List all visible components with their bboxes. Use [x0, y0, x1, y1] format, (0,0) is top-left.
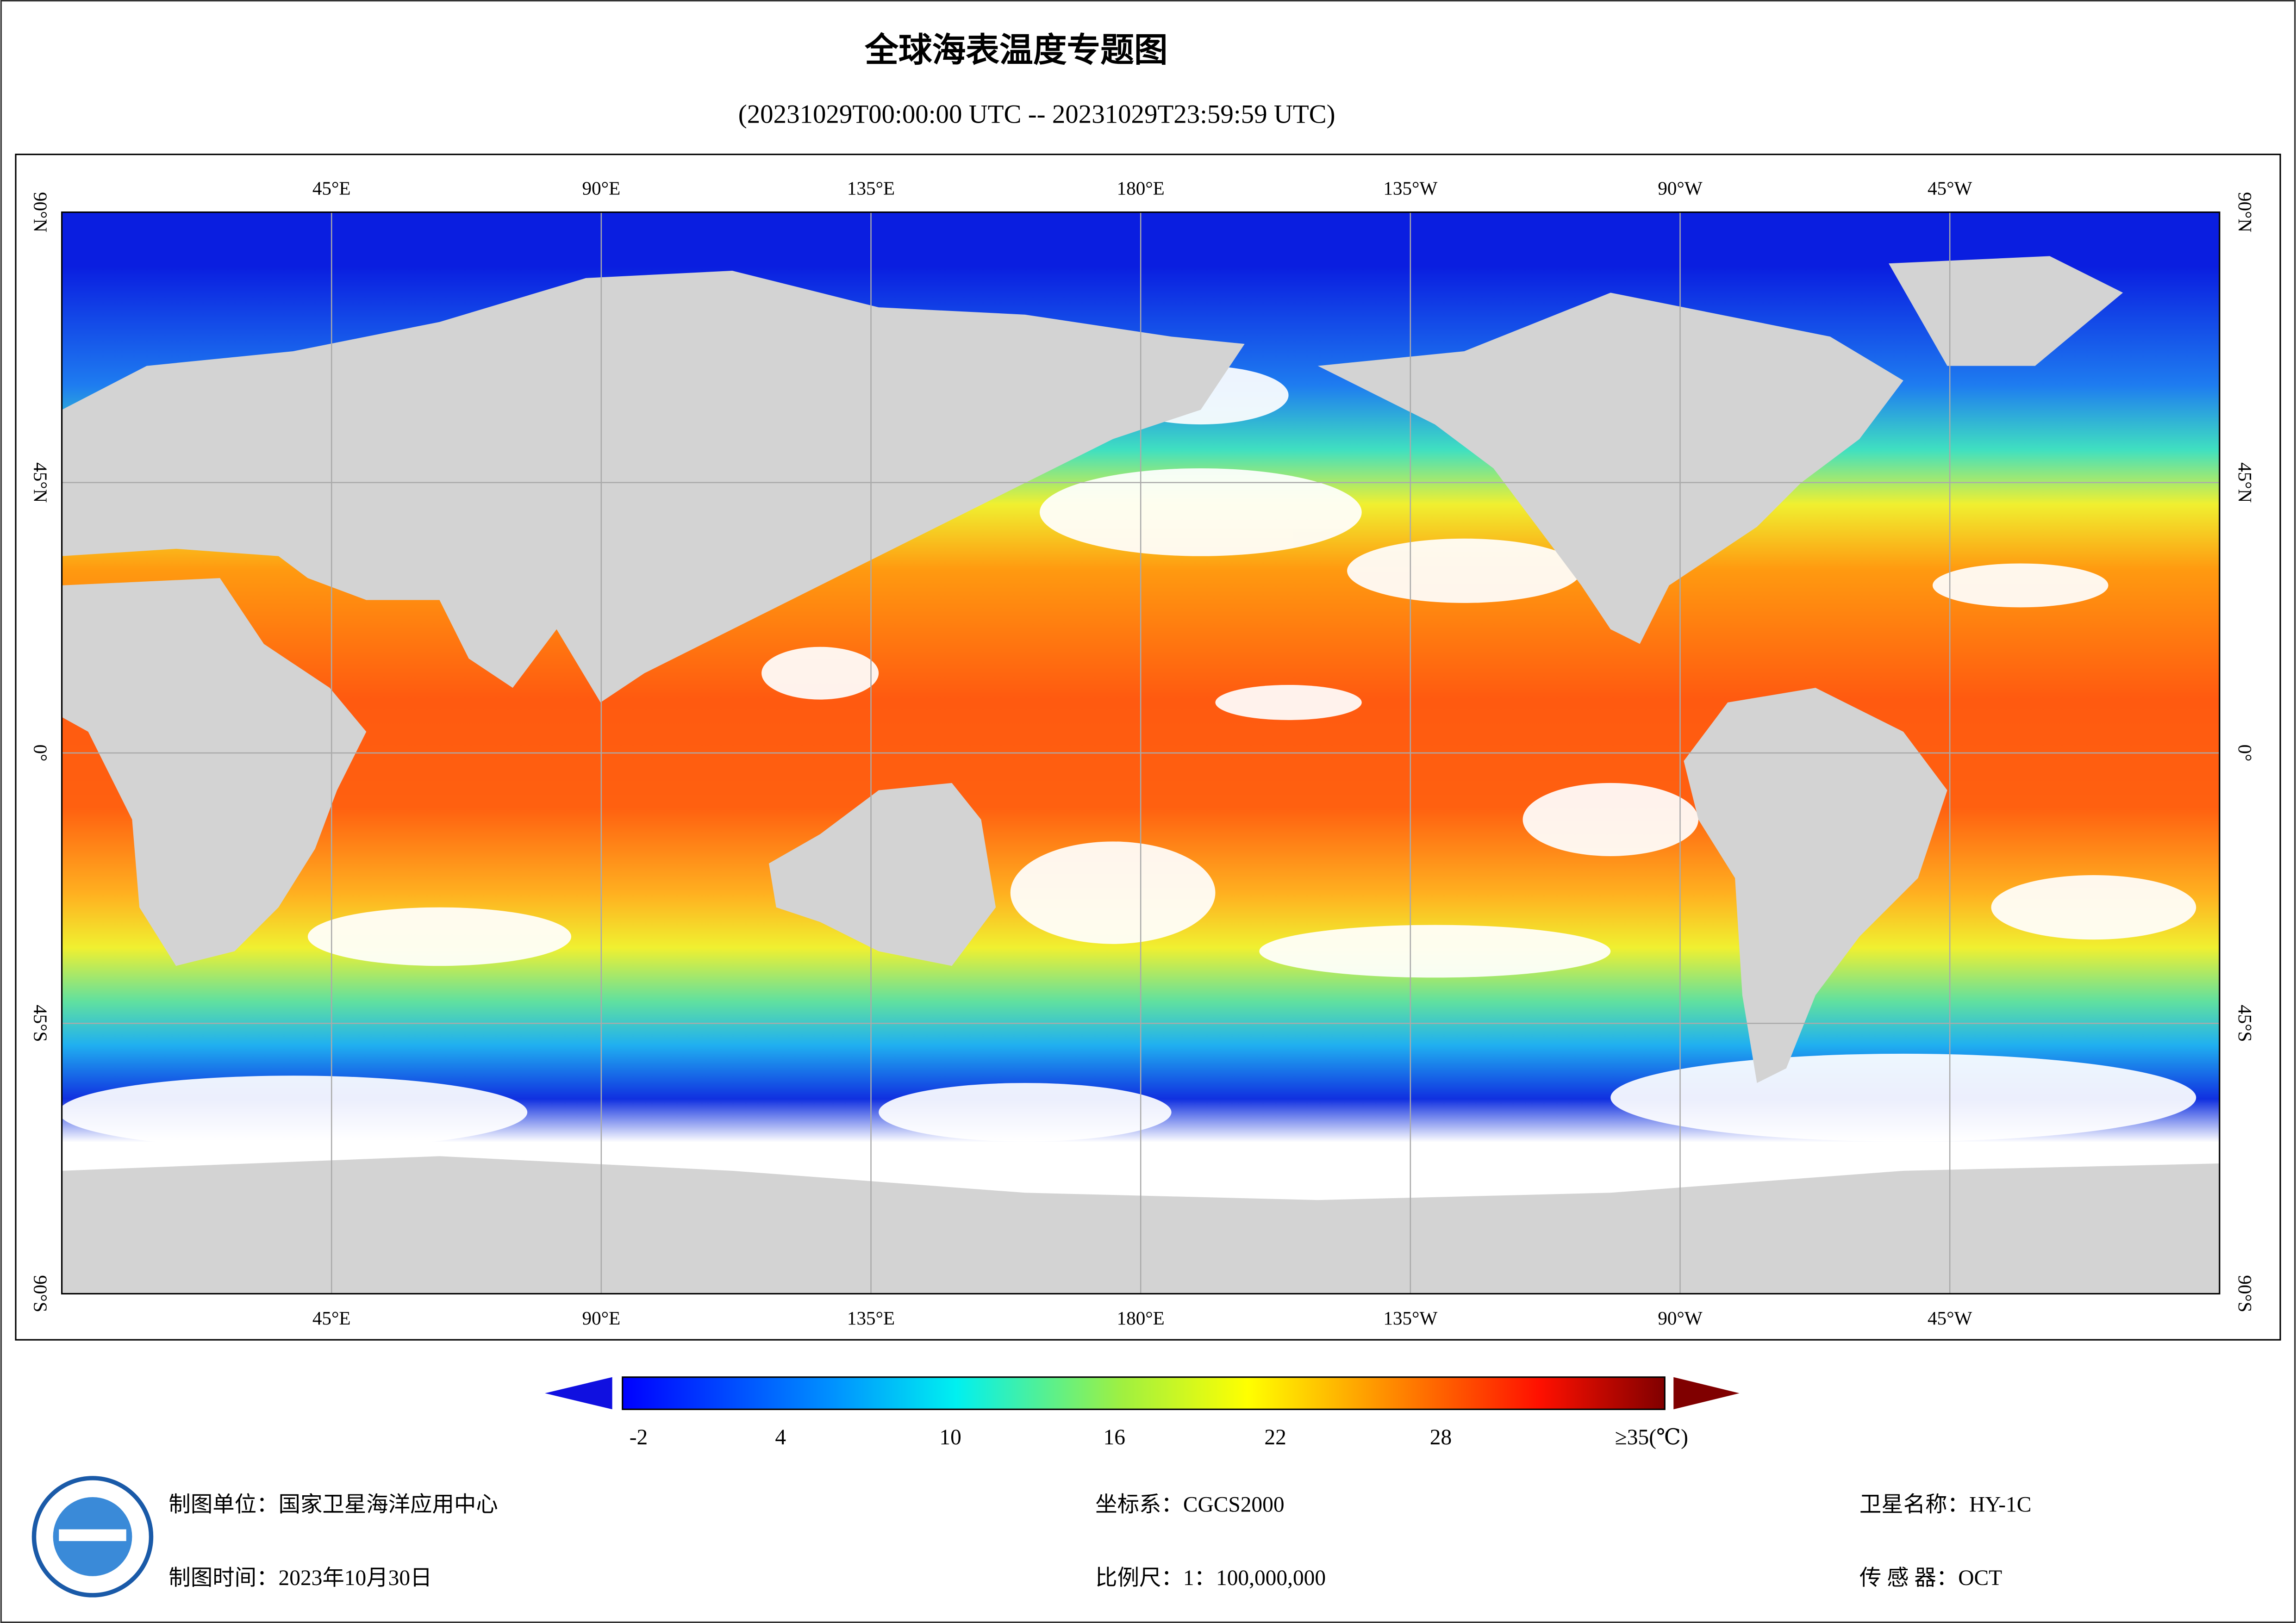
lon-label-top: 180°E: [1117, 178, 1165, 199]
footer-satellite: 卫星名称：HY-1C: [1859, 1493, 2031, 1517]
lon-label-bottom: 180°E: [1117, 1307, 1165, 1329]
colorbar-tick-label: 28: [1430, 1425, 1452, 1449]
footer-scale: 比例尺：1：100,000,000: [1095, 1566, 1326, 1590]
lon-label-bottom: 45°E: [312, 1307, 351, 1329]
lon-label-top: 135°E: [847, 178, 895, 199]
map-frame: [15, 154, 2281, 1341]
colorbar-tick-label: ≥35(℃): [1615, 1425, 1688, 1449]
map-border: [61, 211, 2221, 1295]
colorbar-low-arrow: [545, 1377, 612, 1410]
lon-label-top: 135°W: [1383, 178, 1437, 199]
footer-time: 制图时间：2023年10月30日: [168, 1566, 432, 1590]
colorbar-high-arrow: [1673, 1377, 1740, 1410]
lat-label-right: 45°N: [2234, 462, 2256, 503]
lat-label-right: 90°S: [2234, 1275, 2256, 1312]
footer-sensor: 传 感 器：OCT: [1859, 1566, 2002, 1590]
lat-label-right: 0°: [2234, 745, 2256, 762]
lat-label-right: 45°S: [2234, 1005, 2256, 1042]
colorbar-tick-label: -2: [630, 1425, 648, 1449]
lon-label-bottom: 45°W: [1928, 1307, 1972, 1329]
colorbar-tick-label: 4: [775, 1425, 786, 1449]
lon-label-bottom: 135°W: [1383, 1307, 1437, 1329]
lat-label-left: 0°: [30, 745, 51, 762]
subtitle: (20231029T00:00:00 UTC -- 20231029T23:59…: [738, 100, 1335, 129]
lat-label-left: 45°S: [30, 1005, 51, 1042]
colorbar-tick-label: 16: [1104, 1425, 1125, 1449]
lon-label-top: 45°E: [312, 178, 351, 199]
colorbar-tick-label: 22: [1264, 1425, 1286, 1449]
title: 全球海表温度专题图: [864, 31, 1167, 70]
lon-label-bottom: 90°W: [1658, 1307, 1703, 1329]
lat-label-left: 90°N: [30, 192, 51, 232]
footer-unit: 制图单位：国家卫星海洋应用中心: [168, 1493, 498, 1517]
lat-label-right: 90°N: [2234, 192, 2256, 232]
lat-label-left: 90°S: [30, 1275, 51, 1312]
footer-crs: 坐标系：CGCS2000: [1095, 1493, 1284, 1517]
colorbar-ramp: [622, 1376, 1666, 1410]
lon-label-top: 90°E: [582, 178, 621, 199]
clouds: [62, 366, 2196, 1149]
colorbar-tick-label: 10: [939, 1425, 961, 1449]
lon-label-bottom: 90°E: [582, 1307, 621, 1329]
lon-label-top: 90°W: [1658, 178, 1703, 199]
colorbar: [545, 1376, 1740, 1410]
lat-label-left: 45°N: [30, 462, 51, 503]
logo: [31, 1476, 154, 1598]
lon-label-top: 45°W: [1928, 178, 1972, 199]
lon-label-bottom: 135°E: [847, 1307, 895, 1329]
